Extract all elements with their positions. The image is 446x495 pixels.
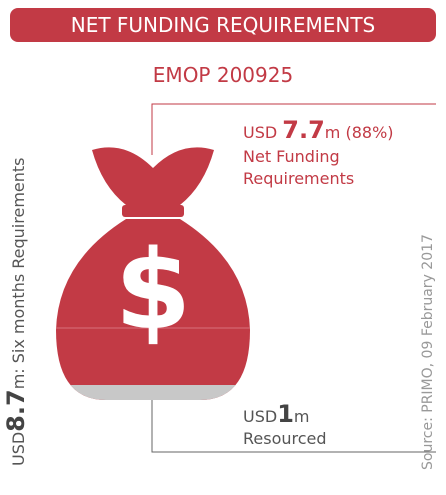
resourced-amount: USD1m (243, 400, 309, 428)
net-prefix: USD (243, 123, 282, 142)
bag-body (56, 219, 250, 400)
total-suffix: m: Six months Requirements (9, 157, 28, 389)
net-leader (151, 103, 436, 155)
bag-neck (122, 205, 184, 217)
header-bar (10, 8, 436, 42)
net-line2: Requirements (243, 169, 354, 188)
res-value: 1 (277, 400, 294, 428)
source: Source: PRIMO, 09 February 2017 (420, 234, 436, 470)
bag-top (92, 147, 214, 205)
net-value: 7.7 (282, 116, 325, 144)
resourced-leader (151, 400, 436, 453)
resourced-label: Resourced (243, 429, 327, 448)
net-suffix: m (88%) (325, 123, 394, 142)
bag-resourced (70, 385, 236, 400)
total-value: 8.7 (2, 389, 30, 432)
total-text: USD8.7m: Six months Requirements (2, 157, 30, 466)
res-prefix: USD (243, 407, 277, 426)
res-suffix: m (294, 407, 310, 426)
net-amount: USD 7.7m (88%) (243, 116, 394, 144)
header-title: NET FUNDING REQUIREMENTS (71, 13, 376, 37)
total-prefix: USD (9, 432, 28, 466)
subtitle: EMOP 200925 (153, 63, 293, 87)
bag: $ (56, 147, 250, 400)
net-line1: Net Funding (243, 147, 340, 166)
dollar-sign: $ (115, 226, 192, 354)
